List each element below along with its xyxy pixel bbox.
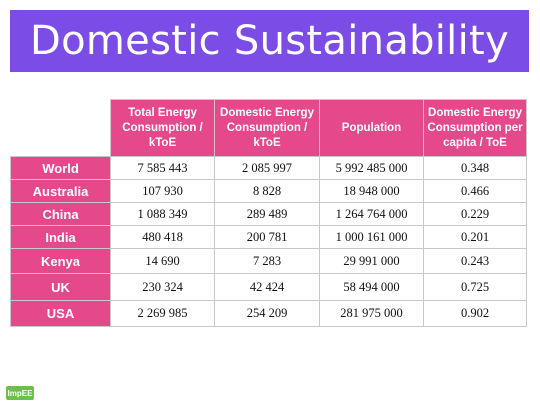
- table-cell: 0.229: [423, 202, 527, 226]
- table-cell: 107 930: [110, 179, 215, 203]
- column-header-total-energy: Total Energy Consumption / kToE: [110, 99, 215, 157]
- row-header-kenya: Kenya: [10, 248, 111, 274]
- table-cell: 8 828: [214, 179, 320, 203]
- table-row: Australia 107 930 8 828 18 948 000 0.466: [10, 179, 527, 203]
- table-cell: 0.243: [423, 248, 527, 274]
- table-cell: 281 975 000: [319, 300, 424, 327]
- table-cell: 0.466: [423, 179, 527, 203]
- row-header-australia: Australia: [10, 179, 111, 203]
- impee-logo: ImpEE: [6, 386, 34, 400]
- table-cell: 7 283: [214, 248, 320, 274]
- logo-label: ImpEE: [7, 388, 33, 398]
- table-cell: 18 948 000: [319, 179, 424, 203]
- row-header-usa: USA: [10, 300, 111, 327]
- table-row: UK 230 324 42 424 58 494 000 0.725: [10, 273, 527, 301]
- row-header-india: India: [10, 225, 111, 249]
- column-header-population: Population: [319, 99, 424, 157]
- column-header-domestic-energy: Domestic Energy Consumption / kToE: [214, 99, 320, 157]
- table-header-row: Total Energy Consumption / kToE Domestic…: [10, 99, 527, 157]
- table-cell: 480 418: [110, 225, 215, 249]
- table-cell: 7 585 443: [110, 156, 215, 180]
- slide-title: Domestic Sustainability: [30, 18, 509, 64]
- table-cell: 1 000 161 000: [319, 225, 424, 249]
- table-cell: 0.725: [423, 273, 527, 301]
- table-cell: 1 264 764 000: [319, 202, 424, 226]
- table-cell: 2 085 997: [214, 156, 320, 180]
- table-row: USA 2 269 985 254 209 281 975 000 0.902: [10, 300, 527, 327]
- row-header-uk: UK: [10, 273, 111, 301]
- row-header-world: World: [10, 156, 111, 180]
- table-cell: 5 992 485 000: [319, 156, 424, 180]
- column-header-per-capita: Domestic Energy Consumption per capita /…: [423, 99, 527, 157]
- table-cell: 0.348: [423, 156, 527, 180]
- title-bar: Domestic Sustainability: [10, 10, 529, 72]
- data-table: Total Energy Consumption / kToE Domestic…: [10, 99, 527, 327]
- table-cell: 14 690: [110, 248, 215, 274]
- table-corner: [10, 99, 111, 157]
- table-cell: 58 494 000: [319, 273, 424, 301]
- table-row: China 1 088 349 289 489 1 264 764 000 0.…: [10, 202, 527, 226]
- table-cell: 289 489: [214, 202, 320, 226]
- table-row: Kenya 14 690 7 283 29 991 000 0.243: [10, 248, 527, 274]
- table-cell: 0.902: [423, 300, 527, 327]
- table-cell: 0.201: [423, 225, 527, 249]
- table-cell: 42 424: [214, 273, 320, 301]
- table-row: World 7 585 443 2 085 997 5 992 485 000 …: [10, 156, 527, 180]
- table-cell: 2 269 985: [110, 300, 215, 327]
- row-header-china: China: [10, 202, 111, 226]
- table-cell: 200 781: [214, 225, 320, 249]
- table-cell: 230 324: [110, 273, 215, 301]
- table-cell: 1 088 349: [110, 202, 215, 226]
- table-row: India 480 418 200 781 1 000 161 000 0.20…: [10, 225, 527, 249]
- table-cell: 29 991 000: [319, 248, 424, 274]
- table-cell: 254 209: [214, 300, 320, 327]
